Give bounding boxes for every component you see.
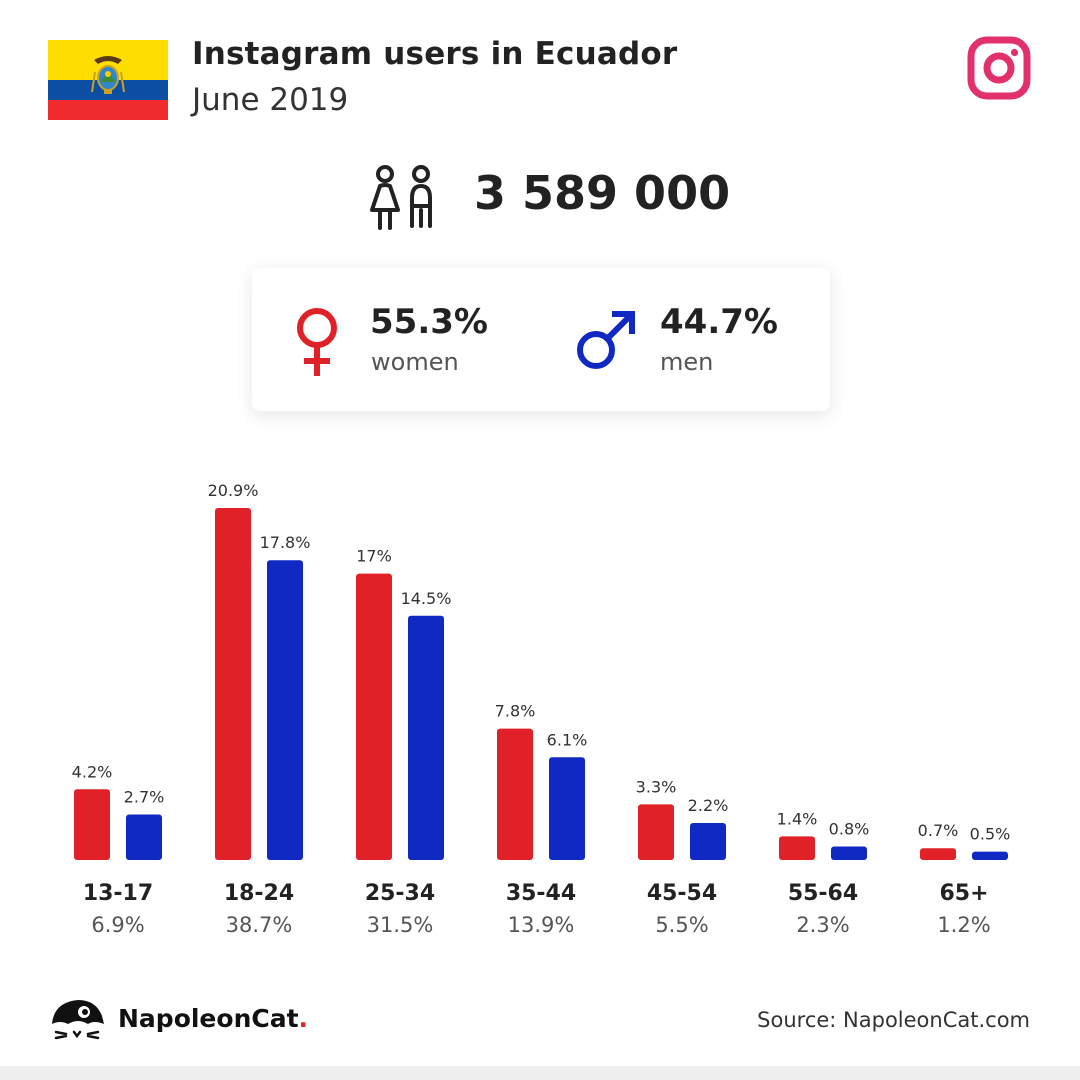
men-percentage: 44.7% bbox=[660, 302, 778, 342]
age-group-label: 65+ bbox=[939, 881, 988, 906]
bar-45-54-series-1 bbox=[690, 822, 726, 860]
bar-value-label: 1.4% bbox=[777, 809, 818, 828]
age-gender-bar-chart: 4.2% 2.7% 13-17 6.9% 20.9% 17.8% 18-24 38.7% 17%… bbox=[72, 481, 1011, 937]
female-symbol-icon bbox=[297, 308, 337, 376]
bar-65+-series-0 bbox=[920, 848, 956, 860]
brand-dot: . bbox=[298, 1004, 309, 1033]
age-group-total: 31.5% bbox=[367, 913, 434, 937]
bar-35-44-series-1 bbox=[549, 757, 585, 860]
bar-value-label: 2.2% bbox=[688, 796, 729, 815]
male-symbol-icon bbox=[577, 311, 635, 369]
bar-value-label: 3.3% bbox=[636, 777, 677, 796]
women-label: women bbox=[371, 348, 459, 376]
bar-18-24-series-0 bbox=[215, 508, 251, 860]
bar-55-64-series-0 bbox=[779, 836, 815, 860]
bar-value-label: 6.1% bbox=[547, 730, 588, 749]
bar-value-label: 0.8% bbox=[829, 820, 870, 839]
age-group-label: 35-44 bbox=[506, 881, 576, 906]
men-label: men bbox=[660, 348, 714, 376]
bar-65+-series-1 bbox=[972, 851, 1008, 860]
bar-value-label: 20.9% bbox=[208, 481, 259, 500]
gender-split-card: 55.3% women 44.7% men bbox=[252, 268, 830, 411]
bar-25-34-series-1 bbox=[408, 615, 444, 860]
instagram-icon bbox=[967, 36, 1031, 100]
bar-value-label: 0.5% bbox=[970, 825, 1011, 844]
age-group-label: 55-64 bbox=[788, 881, 858, 906]
bar-25-34-series-0 bbox=[356, 573, 392, 860]
bottom-strip bbox=[0, 1066, 1080, 1080]
napoleoncat-logo-icon bbox=[52, 1000, 104, 1040]
bar-value-label: 14.5% bbox=[401, 589, 452, 608]
total-users-value: 3 589 000 bbox=[474, 166, 731, 220]
brand-name: NapoleonCat. bbox=[118, 1004, 308, 1033]
age-group-total: 6.9% bbox=[91, 913, 144, 937]
ecuador-flag-icon bbox=[48, 40, 168, 120]
bar-45-54-series-0 bbox=[638, 804, 674, 860]
age-group-total: 1.2% bbox=[937, 913, 990, 937]
bar-value-label: 4.2% bbox=[72, 762, 113, 781]
bar-value-label: 7.8% bbox=[495, 702, 536, 721]
bar-13-17-series-0 bbox=[74, 789, 110, 860]
age-group-total: 38.7% bbox=[226, 913, 293, 937]
bar-55-64-series-1 bbox=[831, 846, 867, 860]
age-group-label: 25-34 bbox=[365, 881, 435, 906]
brand-text: NapoleonCat bbox=[118, 1004, 299, 1033]
age-group-total: 13.9% bbox=[508, 913, 575, 937]
age-group-total: 2.3% bbox=[796, 913, 849, 937]
bar-13-17-series-1 bbox=[126, 814, 162, 860]
age-group-label: 45-54 bbox=[647, 881, 717, 906]
bar-18-24-series-1 bbox=[267, 560, 303, 860]
bar-value-label: 17% bbox=[356, 547, 392, 566]
women-percentage: 55.3% bbox=[370, 302, 488, 342]
people-icon bbox=[370, 165, 432, 230]
bar-35-44-series-0 bbox=[497, 728, 533, 860]
total-users: 3 589 000 bbox=[0, 158, 1080, 238]
source-text: Source: NapoleonCat.com bbox=[757, 1008, 1030, 1032]
bar-value-label: 2.7% bbox=[124, 788, 165, 807]
bar-value-label: 17.8% bbox=[260, 533, 311, 552]
bar-value-label: 0.7% bbox=[918, 821, 959, 840]
age-group-label: 18-24 bbox=[224, 881, 294, 906]
page-title: Instagram users in Ecuador bbox=[192, 36, 678, 72]
age-group-total: 5.5% bbox=[655, 913, 708, 937]
page-subtitle: June 2019 bbox=[192, 82, 349, 118]
age-group-label: 13-17 bbox=[83, 881, 153, 906]
